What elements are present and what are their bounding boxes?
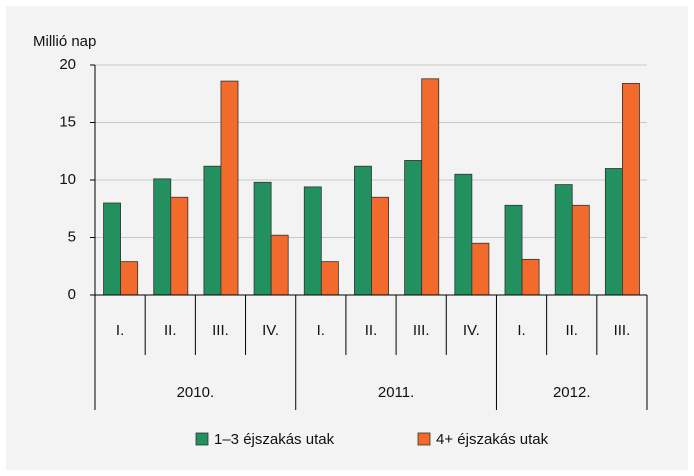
y-axis-label: Millió nap [33, 33, 96, 50]
bar [521, 258, 540, 296]
legend-label: 1–3 éjszakás utak [214, 431, 335, 448]
y-tick-label: 20 [59, 56, 76, 73]
legend-swatch [417, 432, 431, 446]
bar [371, 196, 389, 296]
x-tick-label: III. [614, 322, 631, 339]
legend-swatch [195, 432, 209, 446]
bar [454, 173, 473, 296]
bar [320, 261, 339, 296]
bar [120, 261, 139, 296]
x-tick-label: I. [517, 322, 525, 339]
bar [153, 178, 172, 296]
x-tick-label: II. [565, 322, 578, 339]
x-tick-label: II. [164, 322, 177, 339]
x-tick-label: III. [212, 322, 229, 339]
group-label: 2012. [553, 384, 591, 401]
x-tick-label: II. [365, 322, 378, 339]
bar [270, 234, 289, 296]
x-tick-label: I. [116, 322, 124, 339]
bar [303, 186, 322, 296]
bar [554, 184, 573, 296]
y-tick-label: 0 [68, 286, 76, 303]
y-tick-label: 5 [68, 228, 76, 245]
bar [571, 204, 590, 296]
x-tick-label: IV. [463, 322, 480, 339]
bar [471, 242, 490, 296]
group-label: 2010. [177, 384, 215, 401]
x-tick-label: IV. [262, 322, 279, 339]
bar [421, 78, 440, 296]
bar [103, 202, 121, 296]
bar [170, 196, 189, 296]
y-tick-label: 15 [59, 113, 76, 130]
bar [220, 80, 239, 296]
bar [203, 165, 222, 296]
legend-label: 4+ éjszakás utak [436, 431, 549, 448]
y-tick-label: 10 [59, 171, 76, 188]
bar [354, 165, 372, 296]
group-label: 2011. [378, 384, 414, 401]
bar [404, 160, 423, 296]
bar [504, 204, 523, 296]
bar [253, 181, 272, 296]
bar [622, 83, 640, 296]
bar [604, 168, 623, 296]
x-tick-label: I. [317, 322, 325, 339]
x-tick-label: III. [413, 322, 430, 339]
